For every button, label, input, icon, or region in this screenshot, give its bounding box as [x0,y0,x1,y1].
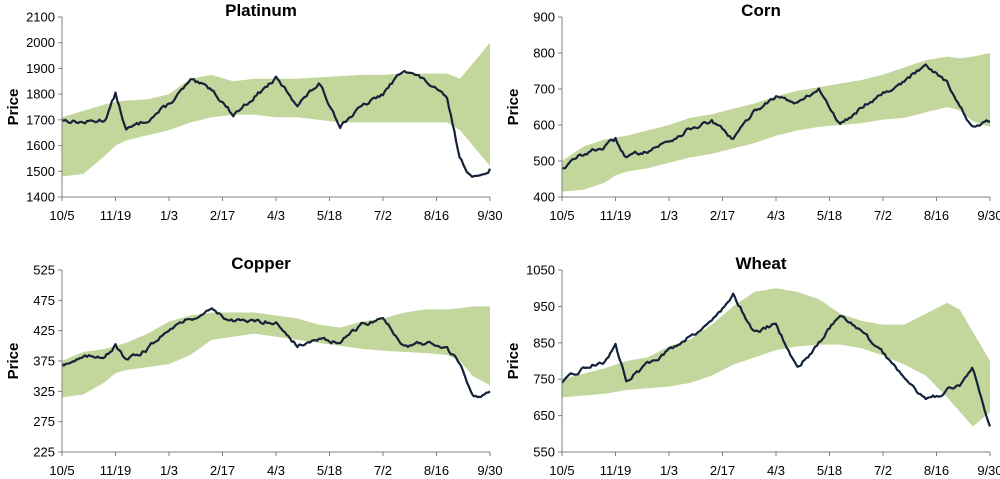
chart-wheat: 550 650 750 850 950 1050 10/5 11/19 1/3 2/17 4/3 5/… [505,254,1000,478]
y-tick-label: 400 [533,190,555,205]
chart-title: Copper [231,254,291,273]
y-tick-label: 1800 [26,87,55,102]
x-tick-label: 2/17 [210,208,235,223]
y-tick-label: 900 [533,10,555,25]
chart-title: Corn [741,1,781,20]
x-tick-label: 4/3 [767,463,785,478]
y-tick-label: 500 [533,154,555,169]
x-tick-label: 5/18 [317,208,342,223]
y-tick-label: 2100 [26,10,55,25]
y-tick-label: 600 [533,118,555,133]
y-tick-label: 1050 [526,263,555,278]
y-tick-label: 800 [533,46,555,61]
x-tick-label: 9/30 [977,463,1000,478]
x-tick-label: 8/16 [924,208,949,223]
y-tick-label: 275 [33,414,55,429]
y-tick-label: 1600 [26,138,55,153]
y-axis-label: Price [505,343,522,380]
y-tick-label: 375 [33,354,55,369]
x-tick-label: 11/19 [600,208,632,223]
price-line [61,307,491,399]
x-tick-label: 4/3 [767,208,785,223]
x-tick-label: 7/2 [374,208,392,223]
y-axis-label: Price [5,343,22,380]
chart-platinum: 1400 1500 1600 1700 1800 1900 2000 2100 10/5 11/1… [5,1,503,223]
y-tick-label: 1900 [26,61,55,76]
y-tick-label: 425 [33,323,55,338]
x-tick-label: 7/2 [874,208,892,223]
chart-title: Wheat [736,254,787,273]
y-tick-label: 1400 [26,190,55,205]
x-tick-label: 1/3 [660,208,678,223]
x-tick-label: 4/3 [267,463,285,478]
y-tick-label: 550 [533,445,555,460]
x-tick-label: 4/3 [267,208,285,223]
x-tick-label: 10/5 [49,208,74,223]
x-tick-label: 8/16 [424,208,449,223]
x-tick-label: 2/17 [710,463,735,478]
y-tick-label: 2000 [26,35,55,50]
y-tick-label: 525 [33,263,55,278]
chart-title: Platinum [225,1,297,20]
y-tick-label: 225 [33,445,55,460]
range-band [62,306,490,398]
x-tick-label: 11/19 [600,463,632,478]
x-tick-label: 11/19 [100,463,132,478]
range-band [562,53,990,192]
y-tick-label: 950 [533,299,555,314]
y-tick-label: 750 [533,372,555,387]
x-tick-label: 10/5 [549,208,574,223]
price-line [61,69,492,178]
y-tick-label: 850 [533,335,555,350]
x-tick-label: 7/2 [874,463,892,478]
x-tick-label: 1/3 [160,208,178,223]
x-tick-label: 1/3 [660,463,678,478]
price-line [561,292,992,427]
x-tick-label: 10/5 [549,463,574,478]
x-tick-label: 9/30 [477,208,502,223]
y-tick-label: 325 [33,384,55,399]
range-band [62,42,490,177]
y-tick-label: 1500 [26,164,55,179]
x-tick-label: 8/16 [424,463,449,478]
x-tick-label: 7/2 [374,463,392,478]
chart-copper: 225 275 325 375 425 475 525 10/5 11/19 1/3 2/17 4/3… [5,254,503,478]
price-line [561,63,991,170]
y-tick-label: 1700 [26,112,55,127]
x-tick-label: 11/19 [100,208,132,223]
x-tick-label: 5/18 [817,208,842,223]
chart-corn: 400 500 600 700 800 900 10/5 11/19 1/3 2/17 4/3 5/1… [505,1,1000,223]
range-band [562,288,990,427]
x-tick-label: 9/30 [977,208,1000,223]
y-tick-label: 650 [533,408,555,423]
x-tick-label: 2/17 [710,208,735,223]
y-tick-label: 475 [33,293,55,308]
y-axis-label: Price [505,89,522,126]
x-tick-label: 1/3 [160,463,178,478]
y-axis-label: Price [5,89,22,126]
x-tick-label: 2/17 [210,463,235,478]
y-tick-label: 700 [533,82,555,97]
x-tick-label: 8/16 [924,463,949,478]
x-tick-label: 10/5 [49,463,74,478]
x-tick-label: 5/18 [317,463,342,478]
x-tick-label: 9/30 [477,463,502,478]
x-tick-label: 5/18 [817,463,842,478]
